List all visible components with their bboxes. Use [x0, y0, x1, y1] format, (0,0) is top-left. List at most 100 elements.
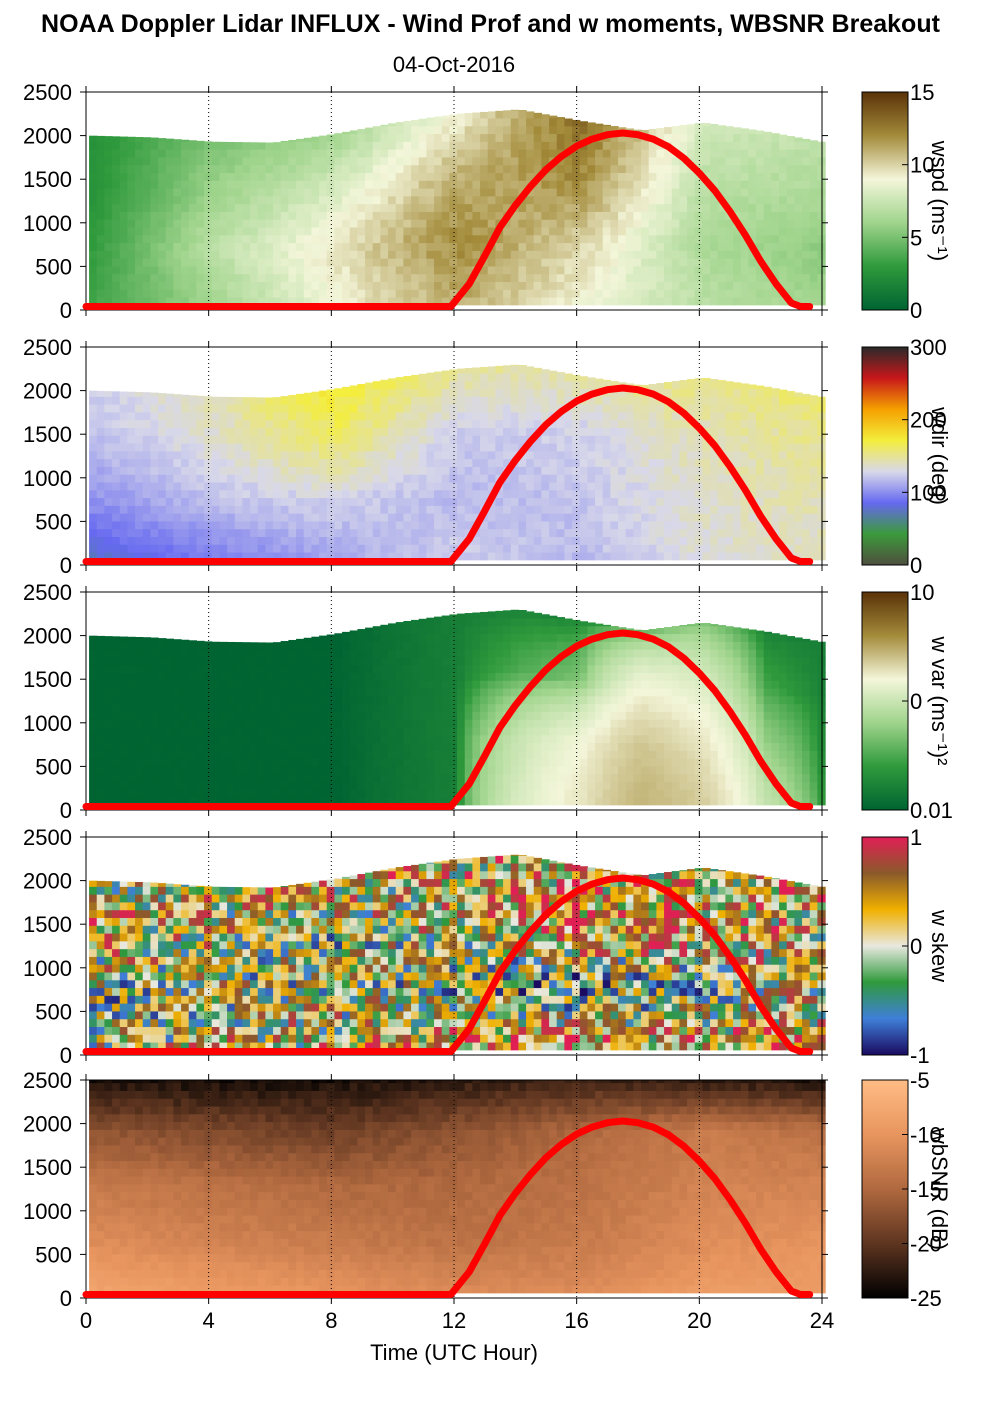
- heatmap-cell: [717, 125, 726, 135]
- heatmap-cell: [733, 388, 742, 397]
- heatmap-cell: [487, 195, 496, 205]
- heatmap-cell: [426, 458, 435, 467]
- heatmap-cell: [388, 141, 397, 150]
- heatmap-cell: [472, 372, 481, 382]
- heatmap-cell: [204, 528, 213, 538]
- heatmap-cell: [288, 187, 297, 197]
- heatmap-cell: [564, 133, 573, 142]
- heatmap-cell: [303, 520, 312, 530]
- heatmap-cell: [181, 411, 190, 421]
- heatmap-cell: [641, 156, 650, 166]
- heatmap-cell: [158, 466, 167, 475]
- heatmap-cell: [786, 195, 795, 205]
- heatmap-cell: [288, 242, 297, 251]
- heatmap-cell: [549, 396, 558, 405]
- heatmap-cell: [710, 124, 719, 127]
- heatmap-cell: [633, 489, 642, 499]
- heatmap-cell: [694, 505, 703, 514]
- heatmap-cell: [541, 513, 550, 522]
- heatmap-cell: [418, 242, 427, 251]
- heatmap-cell: [664, 497, 673, 506]
- heatmap-cell: [549, 489, 558, 499]
- heatmap-cell: [434, 117, 443, 127]
- heatmap-cell: [342, 474, 351, 483]
- heatmap-cell: [89, 649, 98, 658]
- heatmap-cell: [188, 187, 197, 197]
- heatmap-cell: [150, 703, 159, 712]
- heatmap-cell: [426, 497, 435, 506]
- heatmap-cell: [357, 544, 366, 553]
- heatmap-cell: [112, 289, 121, 298]
- heatmap-cell: [587, 289, 596, 298]
- heatmap-cell: [503, 442, 512, 452]
- heatmap-cell: [771, 250, 780, 259]
- heatmap-cell: [173, 139, 182, 142]
- heatmap-cell: [273, 474, 282, 483]
- heatmap-cell: [234, 711, 243, 720]
- heatmap-cell: [549, 520, 558, 530]
- heatmap-cell: [96, 466, 105, 475]
- heatmap-cell: [135, 711, 144, 720]
- heatmap-cell: [464, 211, 473, 220]
- heatmap-cell: [610, 404, 619, 413]
- heatmap-cell: [679, 281, 688, 290]
- heatmap-cell: [165, 427, 174, 436]
- heatmap-cell: [694, 125, 703, 135]
- heatmap-cell: [388, 289, 397, 298]
- heatmap-cell: [464, 125, 473, 135]
- heatmap-cell: [96, 450, 105, 460]
- heatmap-cell: [395, 419, 404, 429]
- heatmap-cell: [809, 195, 818, 205]
- heatmap-cell: [104, 427, 113, 436]
- heatmap-cell: [656, 211, 665, 220]
- heatmap-cell: [165, 289, 174, 298]
- heatmap-cell: [372, 551, 381, 561]
- heatmap-cell: [572, 466, 581, 475]
- heatmap-cell: [786, 474, 795, 483]
- heatmap-cell: [288, 458, 297, 467]
- heatmap-cell: [572, 528, 581, 538]
- heatmap-cell: [112, 211, 121, 220]
- heatmap-cell: [480, 296, 489, 306]
- colorbar-tick-label: 100: [910, 480, 947, 505]
- heatmap-cell: [702, 195, 711, 205]
- heatmap-cell: [104, 695, 113, 705]
- heatmap-cell: [503, 388, 512, 397]
- heatmap-cell: [365, 187, 374, 197]
- heatmap-cell: [403, 164, 412, 174]
- heatmap-cell: [196, 242, 205, 251]
- heatmap-cell: [227, 481, 236, 491]
- heatmap-cell: [595, 195, 604, 205]
- heatmap-cell: [702, 474, 711, 483]
- heatmap-cell: [633, 481, 642, 491]
- heatmap-cell: [158, 296, 167, 306]
- heatmap-cell: [526, 388, 535, 397]
- heatmap-cell: [403, 528, 412, 538]
- heatmap-cell: [541, 242, 550, 251]
- heatmap-cell: [158, 520, 167, 530]
- heatmap-cell: [763, 435, 772, 444]
- heatmap-cell: [717, 404, 726, 413]
- heatmap-cell: [165, 505, 174, 514]
- heatmap-cell: [556, 450, 565, 460]
- heatmap-cell: [602, 481, 611, 491]
- heatmap-cell: [104, 289, 113, 298]
- heatmap-cell: [219, 427, 228, 436]
- heatmap-cell: [349, 474, 358, 483]
- heatmap-cell: [618, 242, 627, 251]
- heatmap-cell: [112, 404, 121, 413]
- colorbar-tick-label: 300: [910, 335, 947, 360]
- heatmap-cell: [150, 649, 159, 658]
- heatmap-cell: [541, 195, 550, 205]
- heatmap-cell: [572, 281, 581, 290]
- heatmap-cell: [119, 695, 128, 705]
- heatmap-cell: [449, 489, 458, 499]
- heatmap-cell: [104, 242, 113, 251]
- heatmap-cell: [595, 258, 604, 267]
- heatmap-cell: [510, 466, 519, 475]
- heatmap-cell: [449, 211, 458, 220]
- heatmap-cell: [196, 164, 205, 174]
- heatmap-cell: [89, 135, 98, 142]
- heatmap-cell: [809, 544, 818, 553]
- heatmap-cell: [227, 719, 236, 728]
